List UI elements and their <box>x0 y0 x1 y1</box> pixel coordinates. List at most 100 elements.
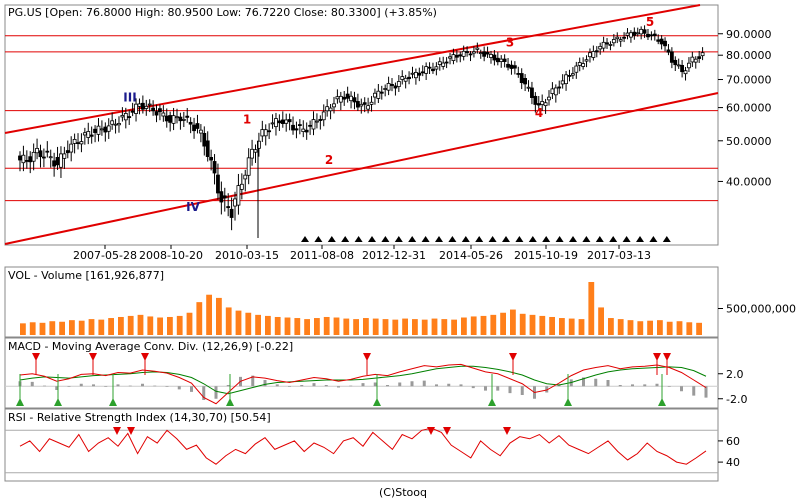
candle-up <box>588 52 592 58</box>
candle-up <box>96 125 101 135</box>
rsi-line <box>19 427 707 465</box>
wave-label-IV: IV <box>186 200 200 214</box>
candle-down <box>318 118 323 121</box>
volume-bar <box>59 321 65 335</box>
volume-bar <box>167 316 173 335</box>
candle-up <box>383 88 388 90</box>
volume-y-tick-label: 500,000,000 <box>726 303 796 316</box>
candle-down <box>502 58 507 62</box>
candle-down <box>594 50 599 53</box>
candle-down <box>669 51 674 63</box>
candle-down <box>649 34 654 37</box>
volume-bar <box>431 318 438 335</box>
price-x-tick-label: 2007-05-28 <box>73 249 137 262</box>
candle-up <box>543 102 548 107</box>
candle-up <box>86 131 91 138</box>
macd-histogram-bar <box>92 384 95 387</box>
volume-bar <box>696 322 702 335</box>
volume-bar <box>69 320 75 335</box>
macd-histogram-bar <box>177 386 181 390</box>
macd-histogram-bar <box>300 385 304 387</box>
candle-up <box>550 88 555 94</box>
macd-histogram-bar <box>484 386 487 391</box>
candle-up <box>437 61 442 65</box>
candle-down <box>420 71 425 74</box>
candle-down <box>226 206 231 209</box>
candle-down <box>205 140 210 157</box>
candle-up <box>161 112 166 117</box>
candle-up <box>338 95 343 103</box>
candle-down <box>632 31 637 36</box>
candle-down <box>127 116 132 118</box>
candle-up <box>434 66 439 70</box>
macd-buy-marker <box>658 398 666 406</box>
macd-buy-marker <box>109 398 117 406</box>
price-x-tick-label: 2010-03-15 <box>215 249 279 262</box>
candle-up <box>577 62 582 66</box>
candle-down <box>76 142 80 144</box>
rsi-sell-marker <box>427 427 435 435</box>
volume-bar <box>196 302 203 335</box>
macd-histogram-bar <box>128 385 132 387</box>
volume-bar <box>88 319 95 335</box>
candle-up <box>639 28 644 35</box>
candle-up <box>687 62 691 69</box>
macd-histogram-bar <box>361 383 365 387</box>
trend-marker-triangle <box>609 236 618 242</box>
candle-down <box>407 76 411 80</box>
candle-down <box>390 84 394 86</box>
candle-down <box>222 195 227 199</box>
trend-marker-triangle <box>636 236 644 242</box>
trend-marker-triangle <box>448 236 457 242</box>
candle-up <box>615 36 620 40</box>
macd-buy-marker <box>16 398 24 406</box>
candle-up <box>253 149 258 153</box>
candle-up <box>581 63 586 67</box>
volume-bar <box>294 318 301 335</box>
volume-bar <box>255 314 261 335</box>
price-panel-frame <box>4 4 719 246</box>
volume-bar <box>49 321 56 335</box>
candle-up <box>690 56 695 63</box>
volume-bar <box>519 313 526 335</box>
candle-up <box>62 153 67 159</box>
candle-up <box>260 129 265 137</box>
candle-down <box>468 53 473 56</box>
candle-up <box>611 39 616 44</box>
candle-up <box>117 122 121 126</box>
candle-up <box>489 53 493 58</box>
volume-bar <box>118 316 124 335</box>
trend-marker-triangle <box>461 236 470 242</box>
price-plot: III IV 1 2 3 4 5 90.0000 80.0000 70.0000 60.0000 50… <box>4 4 772 262</box>
volume-bar <box>323 316 330 335</box>
volume-bar <box>637 321 644 335</box>
volume-bar <box>441 319 448 335</box>
candle-up <box>69 143 74 153</box>
candle-down <box>652 33 657 37</box>
volume-bar <box>265 315 271 335</box>
macd-histogram-bar <box>275 384 279 387</box>
candle-up <box>540 101 545 105</box>
macd-histogram-bar <box>43 385 46 387</box>
candle-up <box>349 95 353 102</box>
macd-histogram-bar <box>386 385 389 387</box>
candle-up <box>239 183 244 190</box>
candle-up <box>321 111 326 121</box>
price-y-tick-label: 90.0000 <box>726 28 772 41</box>
volume-bar <box>304 319 310 335</box>
candle-down <box>52 160 57 167</box>
wave-label-1: 1 <box>243 112 251 126</box>
candle-up <box>270 122 275 125</box>
volume-bar <box>451 319 457 335</box>
macd-histogram-bar <box>104 386 108 387</box>
candle-down <box>379 91 384 94</box>
macd-histogram-bar <box>349 385 353 387</box>
price-y-tick-label: 80.0000 <box>726 49 772 62</box>
macd-histogram-bar <box>422 380 426 387</box>
volume-bar <box>480 315 487 335</box>
macd-histogram-bar <box>263 380 267 387</box>
trend-marker-triangle <box>582 236 591 242</box>
trend-marker-triangle <box>341 236 350 242</box>
candle-up <box>598 45 603 50</box>
macd-histogram-bar <box>324 385 328 387</box>
